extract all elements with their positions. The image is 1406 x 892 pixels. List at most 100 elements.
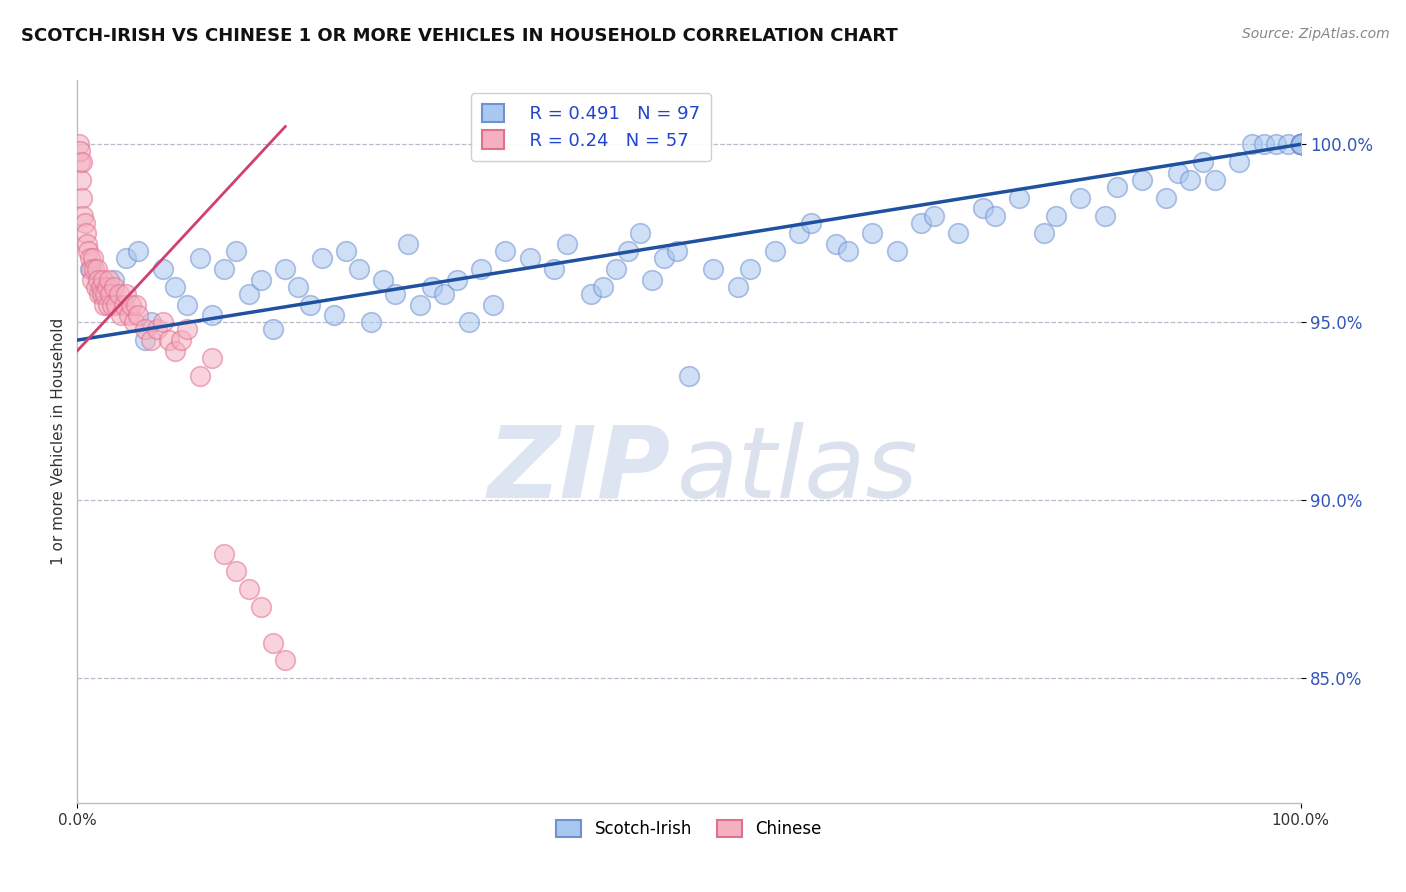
Point xyxy=(75,227,97,241)
Point xyxy=(110,308,132,322)
Point xyxy=(82,252,104,266)
Point xyxy=(80,272,103,286)
Point xyxy=(134,322,156,336)
Point xyxy=(69,155,91,169)
Point xyxy=(1289,137,1312,152)
Point xyxy=(201,351,224,365)
Point xyxy=(70,173,93,187)
Point xyxy=(91,272,114,286)
Point xyxy=(90,286,112,301)
Point xyxy=(555,237,578,252)
Point xyxy=(212,261,235,276)
Point xyxy=(482,297,505,311)
Point xyxy=(1008,191,1031,205)
Point xyxy=(1130,173,1153,187)
Point xyxy=(1154,191,1177,205)
Point xyxy=(323,308,346,322)
Point xyxy=(127,244,149,259)
Point xyxy=(1289,137,1312,152)
Point xyxy=(250,272,273,286)
Point xyxy=(98,286,121,301)
Point xyxy=(97,297,120,311)
Point xyxy=(80,261,103,276)
Y-axis label: 1 or more Vehicles in Household: 1 or more Vehicles in Household xyxy=(51,318,66,566)
Point xyxy=(90,286,112,301)
Point xyxy=(84,279,107,293)
Point xyxy=(740,261,762,276)
Text: Source: ZipAtlas.com: Source: ZipAtlas.com xyxy=(1241,27,1389,41)
Point xyxy=(678,368,700,383)
Point xyxy=(470,261,492,276)
Point xyxy=(115,286,138,301)
Point xyxy=(165,279,187,293)
Point xyxy=(1277,137,1299,152)
Point xyxy=(165,343,187,358)
Point xyxy=(1094,209,1116,223)
Point xyxy=(862,227,884,241)
Point xyxy=(157,333,180,347)
Point xyxy=(665,244,688,259)
Point xyxy=(543,261,565,276)
Text: SCOTCH-IRISH VS CHINESE 1 OR MORE VEHICLES IN HOUSEHOLD CORRELATION CHART: SCOTCH-IRISH VS CHINESE 1 OR MORE VEHICL… xyxy=(21,27,898,45)
Point xyxy=(1289,137,1312,152)
Point xyxy=(86,261,108,276)
Point xyxy=(125,297,148,311)
Point xyxy=(105,297,128,311)
Point xyxy=(176,322,198,336)
Point xyxy=(201,308,224,322)
Point xyxy=(946,227,969,241)
Point xyxy=(188,252,211,266)
Point xyxy=(287,279,309,293)
Point xyxy=(262,635,284,649)
Legend: Scotch-Irish, Chinese: Scotch-Irish, Chinese xyxy=(550,814,828,845)
Point xyxy=(238,582,260,597)
Point xyxy=(347,261,370,276)
Point xyxy=(83,261,105,276)
Point xyxy=(800,216,823,230)
Point xyxy=(152,261,174,276)
Point xyxy=(1032,227,1054,241)
Point xyxy=(89,286,111,301)
Point xyxy=(146,322,169,336)
Point xyxy=(1107,180,1129,194)
Point xyxy=(1289,137,1312,152)
Point xyxy=(96,279,118,293)
Point xyxy=(579,286,602,301)
Point xyxy=(238,286,260,301)
Point xyxy=(1289,137,1312,152)
Point xyxy=(457,315,479,329)
Point xyxy=(176,297,198,311)
Point xyxy=(360,315,382,329)
Point xyxy=(311,252,333,266)
Point xyxy=(76,237,98,252)
Point xyxy=(384,286,406,301)
Point xyxy=(298,297,321,311)
Point xyxy=(1240,137,1263,152)
Point xyxy=(1045,209,1067,223)
Point xyxy=(103,279,125,293)
Text: atlas: atlas xyxy=(676,422,918,519)
Point xyxy=(824,237,846,252)
Point xyxy=(335,244,357,259)
Point xyxy=(763,244,786,259)
Point xyxy=(910,216,932,230)
Point xyxy=(118,308,141,322)
Point xyxy=(1289,137,1312,152)
Point xyxy=(90,279,112,293)
Text: ZIP: ZIP xyxy=(488,422,671,519)
Point xyxy=(837,244,859,259)
Point xyxy=(654,252,676,266)
Point xyxy=(72,209,94,223)
Point xyxy=(396,237,419,252)
Point xyxy=(409,297,432,311)
Point xyxy=(120,297,142,311)
Point xyxy=(972,202,994,216)
Point xyxy=(592,279,614,293)
Point xyxy=(67,137,90,152)
Point xyxy=(702,261,724,276)
Point xyxy=(139,333,162,347)
Point xyxy=(787,227,810,241)
Point xyxy=(122,315,145,329)
Point xyxy=(1289,137,1312,152)
Point xyxy=(371,272,394,286)
